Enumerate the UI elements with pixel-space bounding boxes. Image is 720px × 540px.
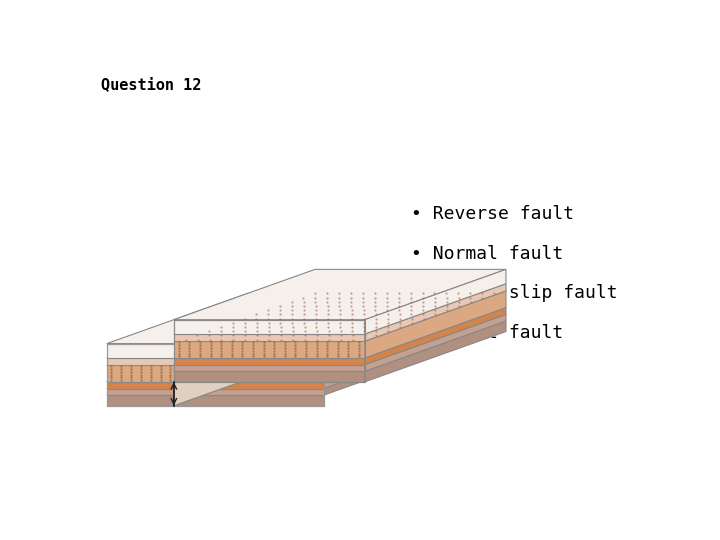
Polygon shape (107, 358, 323, 365)
Polygon shape (107, 338, 464, 389)
Polygon shape (174, 308, 506, 358)
Polygon shape (107, 389, 323, 395)
Polygon shape (174, 334, 365, 341)
Polygon shape (365, 284, 506, 341)
Polygon shape (107, 332, 464, 382)
Polygon shape (365, 269, 506, 334)
Polygon shape (174, 284, 506, 334)
Polygon shape (174, 364, 365, 372)
Text: • Thrust fault: • Thrust fault (411, 324, 563, 342)
Polygon shape (365, 308, 506, 364)
Polygon shape (107, 308, 464, 358)
Text: • Strike-slip fault: • Strike-slip fault (411, 285, 618, 302)
Polygon shape (107, 293, 464, 343)
Polygon shape (107, 382, 323, 389)
Polygon shape (107, 343, 323, 358)
Polygon shape (107, 345, 464, 395)
Polygon shape (174, 358, 365, 365)
Text: Question 12: Question 12 (101, 77, 202, 92)
Polygon shape (107, 365, 323, 382)
Polygon shape (174, 320, 365, 334)
Text: • Reverse fault: • Reverse fault (411, 206, 574, 224)
Polygon shape (174, 332, 315, 406)
Polygon shape (365, 314, 506, 372)
Polygon shape (365, 321, 506, 382)
Polygon shape (174, 314, 506, 364)
Polygon shape (174, 291, 506, 341)
Polygon shape (107, 395, 323, 406)
Polygon shape (174, 341, 365, 358)
Polygon shape (174, 321, 506, 372)
Polygon shape (174, 372, 365, 382)
Text: • Normal fault: • Normal fault (411, 245, 563, 263)
Polygon shape (174, 269, 506, 320)
Polygon shape (365, 291, 506, 358)
Polygon shape (107, 315, 464, 365)
